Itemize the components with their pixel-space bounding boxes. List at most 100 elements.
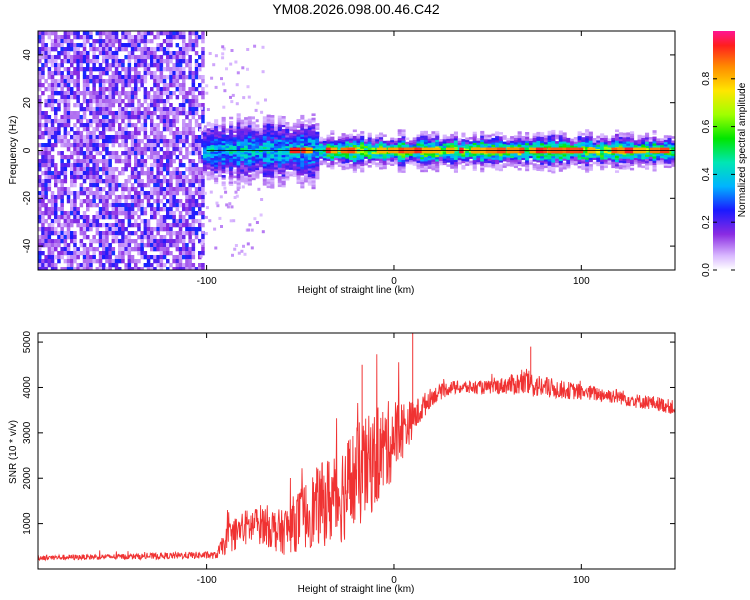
heatmap-cell [201,247,205,252]
heatmap-cell [266,142,271,146]
heatmap-cell [76,67,80,72]
heatmap-cell [581,165,586,168]
heatmap-cell [76,191,80,196]
heatmap-cell [140,147,144,152]
heatmap-cell [156,75,160,80]
heatmap-cell [543,165,548,169]
colorbar: 0.00.20.40.60.8 Normalized spectral ampl… [701,31,748,277]
y-tick-label: 0 [22,147,33,153]
heatmap-cell [153,179,157,184]
heatmap-cell [191,215,196,220]
heatmap-cell [409,153,414,156]
heatmap-cell [274,175,279,179]
heatmap-cell [130,255,135,260]
heatmap-cell [143,47,148,52]
heatmap-cell [585,150,590,154]
heatmap-cell [188,167,192,172]
heatmap-cell [427,164,432,167]
heatmap-cell [47,187,52,192]
heatmap-cell [105,191,109,196]
heatmap-cell [337,142,342,146]
heatmap-cell [47,223,52,228]
heatmap-cell [206,171,211,174]
heatmap-cell [86,203,90,208]
heatmap-cell [159,223,164,228]
heatmap-cell [118,131,122,136]
heatmap-cell [111,95,116,100]
heatmap-cell [159,255,164,260]
heatmap-cell [153,127,157,132]
heatmap-cell [202,144,207,148]
heatmap-cell [175,63,180,68]
heatmap-cell [70,111,74,116]
heatmap-cell [281,141,286,145]
heatmap-cell [82,43,87,48]
heatmap-cell [156,255,160,260]
heatmap-cell [194,187,199,192]
heatmap-cell [47,59,52,64]
heatmap-cell [547,165,552,168]
heatmap-cell [105,143,109,148]
heatmap-cell [108,35,112,40]
heatmap-cell [255,152,260,155]
heatmap-cell [70,135,74,140]
heatmap-cell [517,137,522,141]
heatmap-cell [251,164,256,168]
heatmap-cell [66,99,71,104]
heatmap-cell [356,163,361,167]
heatmap-cell [66,35,71,40]
heatmap-cell [453,131,458,135]
heatmap-cell [558,143,563,146]
heatmap-cell [281,143,286,147]
heatmap-cell [175,147,180,152]
heatmap-cell [236,152,241,155]
heatmap-cell [130,259,135,264]
heatmap-cell [532,163,537,166]
heatmap-cell [311,167,316,170]
heatmap-cell [111,215,116,220]
heatmap-cell [221,151,226,154]
heatmap-cell [472,136,477,139]
heatmap-cell [172,51,176,56]
heatmap-cell [630,133,635,136]
heatmap-cell [311,132,316,136]
heatmap-cell [121,47,125,52]
heatmap-cell [50,123,55,128]
heatmap-cell [76,139,80,144]
heatmap-cell [169,239,173,244]
heatmap-cell [521,164,526,167]
heatmap-cell [82,223,87,228]
heatmap-cell [143,171,148,176]
heatmap-cell [266,136,271,139]
heatmap-cell [162,155,167,160]
heatmap-cell [652,138,657,142]
heatmap-cell [121,135,125,140]
heatmap-cell [311,119,316,123]
heatmap-cell [581,132,586,136]
heatmap-cell [175,87,180,92]
heatmap-cell [491,137,496,141]
heatmap-cell [95,239,100,244]
heatmap-cell [498,168,503,172]
heatmap-cell [41,227,45,232]
heatmap-cell [386,145,391,148]
heatmap-cell [311,113,316,116]
heatmap-cell [47,227,52,232]
heatmap-cell [82,175,87,180]
heatmap-cell [525,166,530,169]
heatmap-cell [89,243,93,248]
heatmap-cell [95,247,100,252]
heatmap-cell [311,162,316,166]
heatmap-cell [143,67,148,72]
heatmap-cell [480,169,485,173]
heatmap-cell [121,231,125,236]
heatmap-cell [130,247,135,252]
heatmap-cell [229,146,234,150]
heatmap-cell [166,167,170,172]
heatmap-cell [307,153,312,156]
heatmap-cell [60,87,64,92]
heatmap-cell [266,179,271,182]
heatmap-cell [185,111,189,116]
heatmap-cell [236,134,241,138]
heatmap-cell [513,163,518,166]
